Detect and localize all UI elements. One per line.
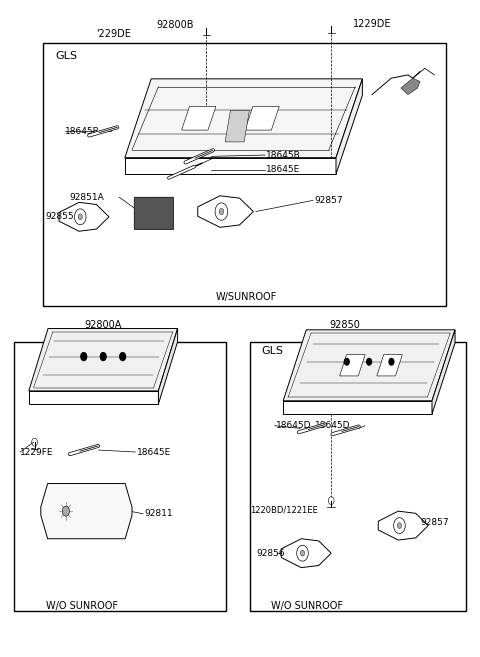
- Polygon shape: [401, 78, 420, 95]
- Text: 92800B: 92800B: [156, 20, 194, 30]
- Circle shape: [389, 359, 394, 365]
- Circle shape: [120, 353, 126, 361]
- Text: 92857: 92857: [420, 518, 449, 527]
- Polygon shape: [281, 539, 331, 568]
- Text: 1220BD/1221EE: 1220BD/1221EE: [251, 506, 318, 515]
- Text: 18645D: 18645D: [315, 421, 350, 430]
- Text: W/O SUNROOF: W/O SUNROOF: [46, 600, 118, 611]
- Text: 92800A: 92800A: [84, 319, 122, 330]
- Polygon shape: [283, 330, 455, 401]
- Text: 1229DE: 1229DE: [353, 19, 391, 30]
- Circle shape: [219, 208, 224, 215]
- Polygon shape: [181, 106, 216, 130]
- Text: 92851A: 92851A: [70, 193, 104, 202]
- Text: 92856: 92856: [257, 549, 286, 558]
- Text: 92850: 92850: [329, 319, 360, 330]
- Text: GLS: GLS: [55, 51, 77, 61]
- Text: '229DE: '229DE: [96, 29, 131, 39]
- Text: 18645E: 18645E: [266, 165, 300, 174]
- Text: 92811: 92811: [144, 509, 173, 518]
- Polygon shape: [29, 328, 178, 391]
- Bar: [134, 197, 173, 229]
- Polygon shape: [41, 484, 132, 539]
- Text: 18645E: 18645E: [137, 447, 171, 457]
- Polygon shape: [378, 511, 428, 540]
- Polygon shape: [336, 79, 362, 174]
- Text: 1229FE: 1229FE: [20, 447, 54, 457]
- Polygon shape: [432, 330, 455, 414]
- Bar: [14, 342, 226, 611]
- Bar: [43, 43, 446, 306]
- Text: W/O SUNROOF: W/O SUNROOF: [271, 600, 343, 611]
- Text: 18645B: 18645B: [266, 150, 301, 160]
- Text: W/SUNROOF: W/SUNROOF: [216, 292, 277, 302]
- Bar: [250, 342, 466, 611]
- Polygon shape: [198, 196, 253, 227]
- Circle shape: [62, 506, 70, 516]
- Polygon shape: [158, 328, 178, 404]
- Text: 18645B: 18645B: [65, 127, 99, 136]
- Text: 92855: 92855: [46, 212, 74, 221]
- Circle shape: [367, 359, 372, 365]
- Circle shape: [300, 551, 305, 556]
- Polygon shape: [125, 79, 362, 158]
- Polygon shape: [29, 391, 158, 404]
- Polygon shape: [125, 158, 336, 174]
- Polygon shape: [59, 202, 109, 231]
- Circle shape: [81, 353, 86, 361]
- Polygon shape: [245, 106, 279, 130]
- Text: 92857: 92857: [314, 196, 343, 205]
- Circle shape: [345, 359, 349, 365]
- Text: 18645D: 18645D: [276, 421, 312, 430]
- Polygon shape: [225, 110, 250, 142]
- Polygon shape: [283, 401, 432, 414]
- Circle shape: [100, 353, 106, 361]
- Polygon shape: [340, 355, 365, 376]
- Text: GLS: GLS: [262, 346, 284, 357]
- Polygon shape: [377, 355, 402, 376]
- Circle shape: [397, 523, 402, 528]
- Circle shape: [78, 214, 83, 219]
